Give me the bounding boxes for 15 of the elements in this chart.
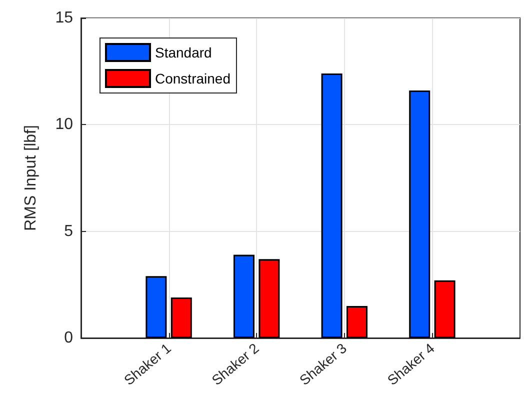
legend-label: Constrained [155, 70, 230, 86]
legend-label: Standard [155, 44, 212, 60]
bar [434, 280, 456, 338]
bar [170, 297, 192, 338]
bar [346, 306, 368, 338]
bar [234, 254, 254, 338]
bar [409, 90, 430, 338]
bar [258, 259, 280, 338]
bar [146, 276, 167, 338]
y-axis-title: RMS Input [lbf] [22, 125, 40, 231]
y-tick-label: 10 [55, 116, 74, 134]
y-tick-label: 5 [64, 222, 74, 240]
bar [321, 73, 342, 338]
y-tick-label: 15 [55, 10, 74, 26]
y-tick-label: 0 [64, 330, 74, 346]
